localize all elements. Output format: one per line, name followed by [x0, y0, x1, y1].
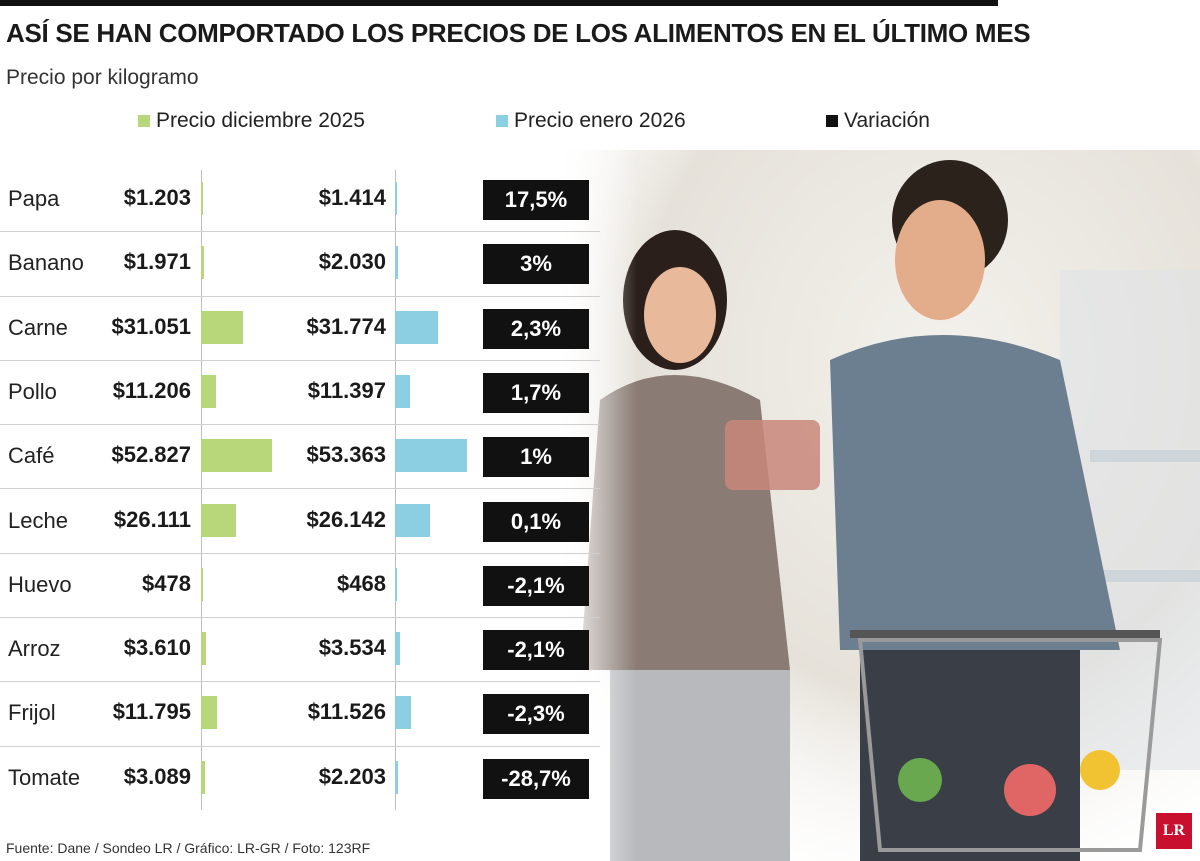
bar-jan — [395, 439, 467, 473]
table-row: Tomate $3.089 $2.203 -28,7% — [0, 747, 600, 811]
bar-jan — [395, 182, 397, 215]
product-name: Leche — [8, 507, 68, 533]
legend-item-jan: Precio enero 2026 — [496, 108, 686, 134]
bar-dec — [201, 567, 203, 601]
table-row: Café $52.827 $53.363 1% — [0, 425, 600, 490]
table-row: Arroz $3.610 $3.534 -2,1% — [0, 618, 600, 683]
variation-badge: 2,3% — [483, 308, 589, 349]
bar-jan — [395, 503, 431, 537]
legend-swatch-var — [826, 115, 838, 127]
axis-line-dec — [201, 170, 202, 810]
row-divider — [0, 424, 600, 426]
bar-jan — [395, 696, 411, 730]
legend-label-var: Variación — [844, 109, 930, 132]
variation-badge: -2,1% — [483, 630, 589, 671]
bar-dec — [201, 439, 273, 473]
table-row: Papa $1.203 $1.414 17,5% — [0, 168, 600, 233]
product-name: Arroz — [8, 636, 61, 662]
row-divider — [0, 681, 600, 683]
axis-line-jan — [395, 170, 396, 810]
product-name: Banano — [8, 250, 84, 276]
bar-jan — [395, 310, 438, 344]
legend-swatch-jan — [496, 115, 508, 127]
price-dec: $31.051 — [111, 313, 191, 339]
row-divider — [0, 617, 600, 619]
bar-dec — [201, 503, 237, 537]
price-jan: $53.363 — [306, 442, 386, 468]
price-dec: $11.795 — [112, 699, 191, 725]
product-name: Papa — [8, 186, 60, 211]
row-divider — [0, 295, 600, 297]
bar-jan — [395, 632, 400, 666]
variation-badge: 3% — [483, 244, 589, 285]
bar-dec — [201, 182, 203, 215]
product-name: Pollo — [8, 378, 57, 404]
variation-badge: 17,5% — [483, 180, 589, 220]
price-jan: $468 — [337, 570, 386, 596]
bar-jan — [395, 246, 398, 280]
price-dec: $1.971 — [123, 249, 191, 275]
price-jan: $11.526 — [307, 699, 386, 725]
row-divider — [0, 359, 600, 361]
price-jan: $26.142 — [306, 506, 386, 532]
variation-badge: 1,7% — [483, 372, 589, 413]
row-divider — [0, 231, 600, 233]
bar-jan — [395, 760, 398, 794]
table-row: Pollo $11.206 $11.397 1,7% — [0, 361, 600, 426]
product-name: Carne — [8, 314, 68, 340]
lr-logo: LR — [1156, 813, 1192, 849]
price-jan: $2.030 — [318, 249, 386, 275]
price-dec: $3.610 — [123, 635, 191, 661]
price-jan: $31.774 — [306, 313, 386, 339]
table-row: Frijol $11.795 $11.526 -2,3% — [0, 682, 600, 747]
product-name: Frijol — [8, 700, 56, 726]
table-row: Leche $26.111 $26.142 0,1% — [0, 490, 600, 554]
product-name: Café — [8, 443, 55, 469]
chart-title: ASÍ SE HAN COMPORTADO LOS PRECIOS DE LOS… — [6, 18, 1031, 48]
price-jan: $2.203 — [318, 763, 386, 789]
bar-jan — [395, 567, 397, 601]
price-jan: $3.534 — [318, 635, 386, 661]
bar-dec — [201, 632, 206, 666]
top-rule — [0, 0, 998, 6]
variation-badge: -28,7% — [483, 758, 589, 799]
row-divider — [0, 745, 600, 747]
row-divider — [0, 552, 600, 554]
variation-badge: -2,1% — [483, 565, 589, 606]
product-name: Tomate — [8, 764, 81, 790]
legend-label-dec: Precio diciembre 2025 — [156, 109, 365, 132]
variation-badge: 1% — [483, 437, 589, 478]
price-jan: $1.414 — [318, 185, 386, 210]
bar-dec — [201, 374, 217, 408]
price-dec: $11.206 — [112, 377, 191, 403]
table-row: Huevo $478 $468 -2,1% — [0, 554, 600, 619]
variation-badge: 0,1% — [483, 501, 589, 542]
chart-subtitle: Precio por kilogramo — [6, 66, 199, 89]
price-dec: $478 — [142, 570, 191, 596]
legend-item-var: Variación — [826, 108, 930, 134]
legend-label-jan: Precio enero 2026 — [514, 109, 686, 132]
photo-illustration — [560, 150, 1200, 861]
price-dec: $1.203 — [123, 185, 191, 210]
bar-dec — [201, 310, 243, 344]
product-name: Huevo — [8, 571, 72, 597]
source-note: Fuente: Dane / Sondeo LR / Gráfico: LR-G… — [6, 840, 371, 856]
price-dec: $3.089 — [123, 763, 191, 789]
table-row: Banano $1.971 $2.030 3% — [0, 232, 600, 297]
price-jan: $11.397 — [307, 377, 386, 403]
price-dec: $52.827 — [111, 442, 191, 468]
table-row: Carne $31.051 $31.774 2,3% — [0, 297, 600, 361]
legend-swatch-dec — [138, 115, 150, 127]
legend-item-dec: Precio diciembre 2025 — [138, 108, 365, 134]
row-divider — [0, 488, 600, 490]
variation-badge: -2,3% — [483, 694, 589, 735]
bar-dec — [201, 760, 206, 794]
bar-jan — [395, 374, 411, 408]
price-dec: $26.111 — [113, 506, 191, 532]
bar-dec — [201, 696, 217, 730]
bar-dec — [201, 246, 204, 280]
shoppers-photo — [560, 150, 1200, 861]
